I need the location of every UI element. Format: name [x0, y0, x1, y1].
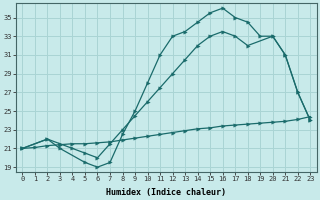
X-axis label: Humidex (Indice chaleur): Humidex (Indice chaleur) — [106, 188, 226, 197]
